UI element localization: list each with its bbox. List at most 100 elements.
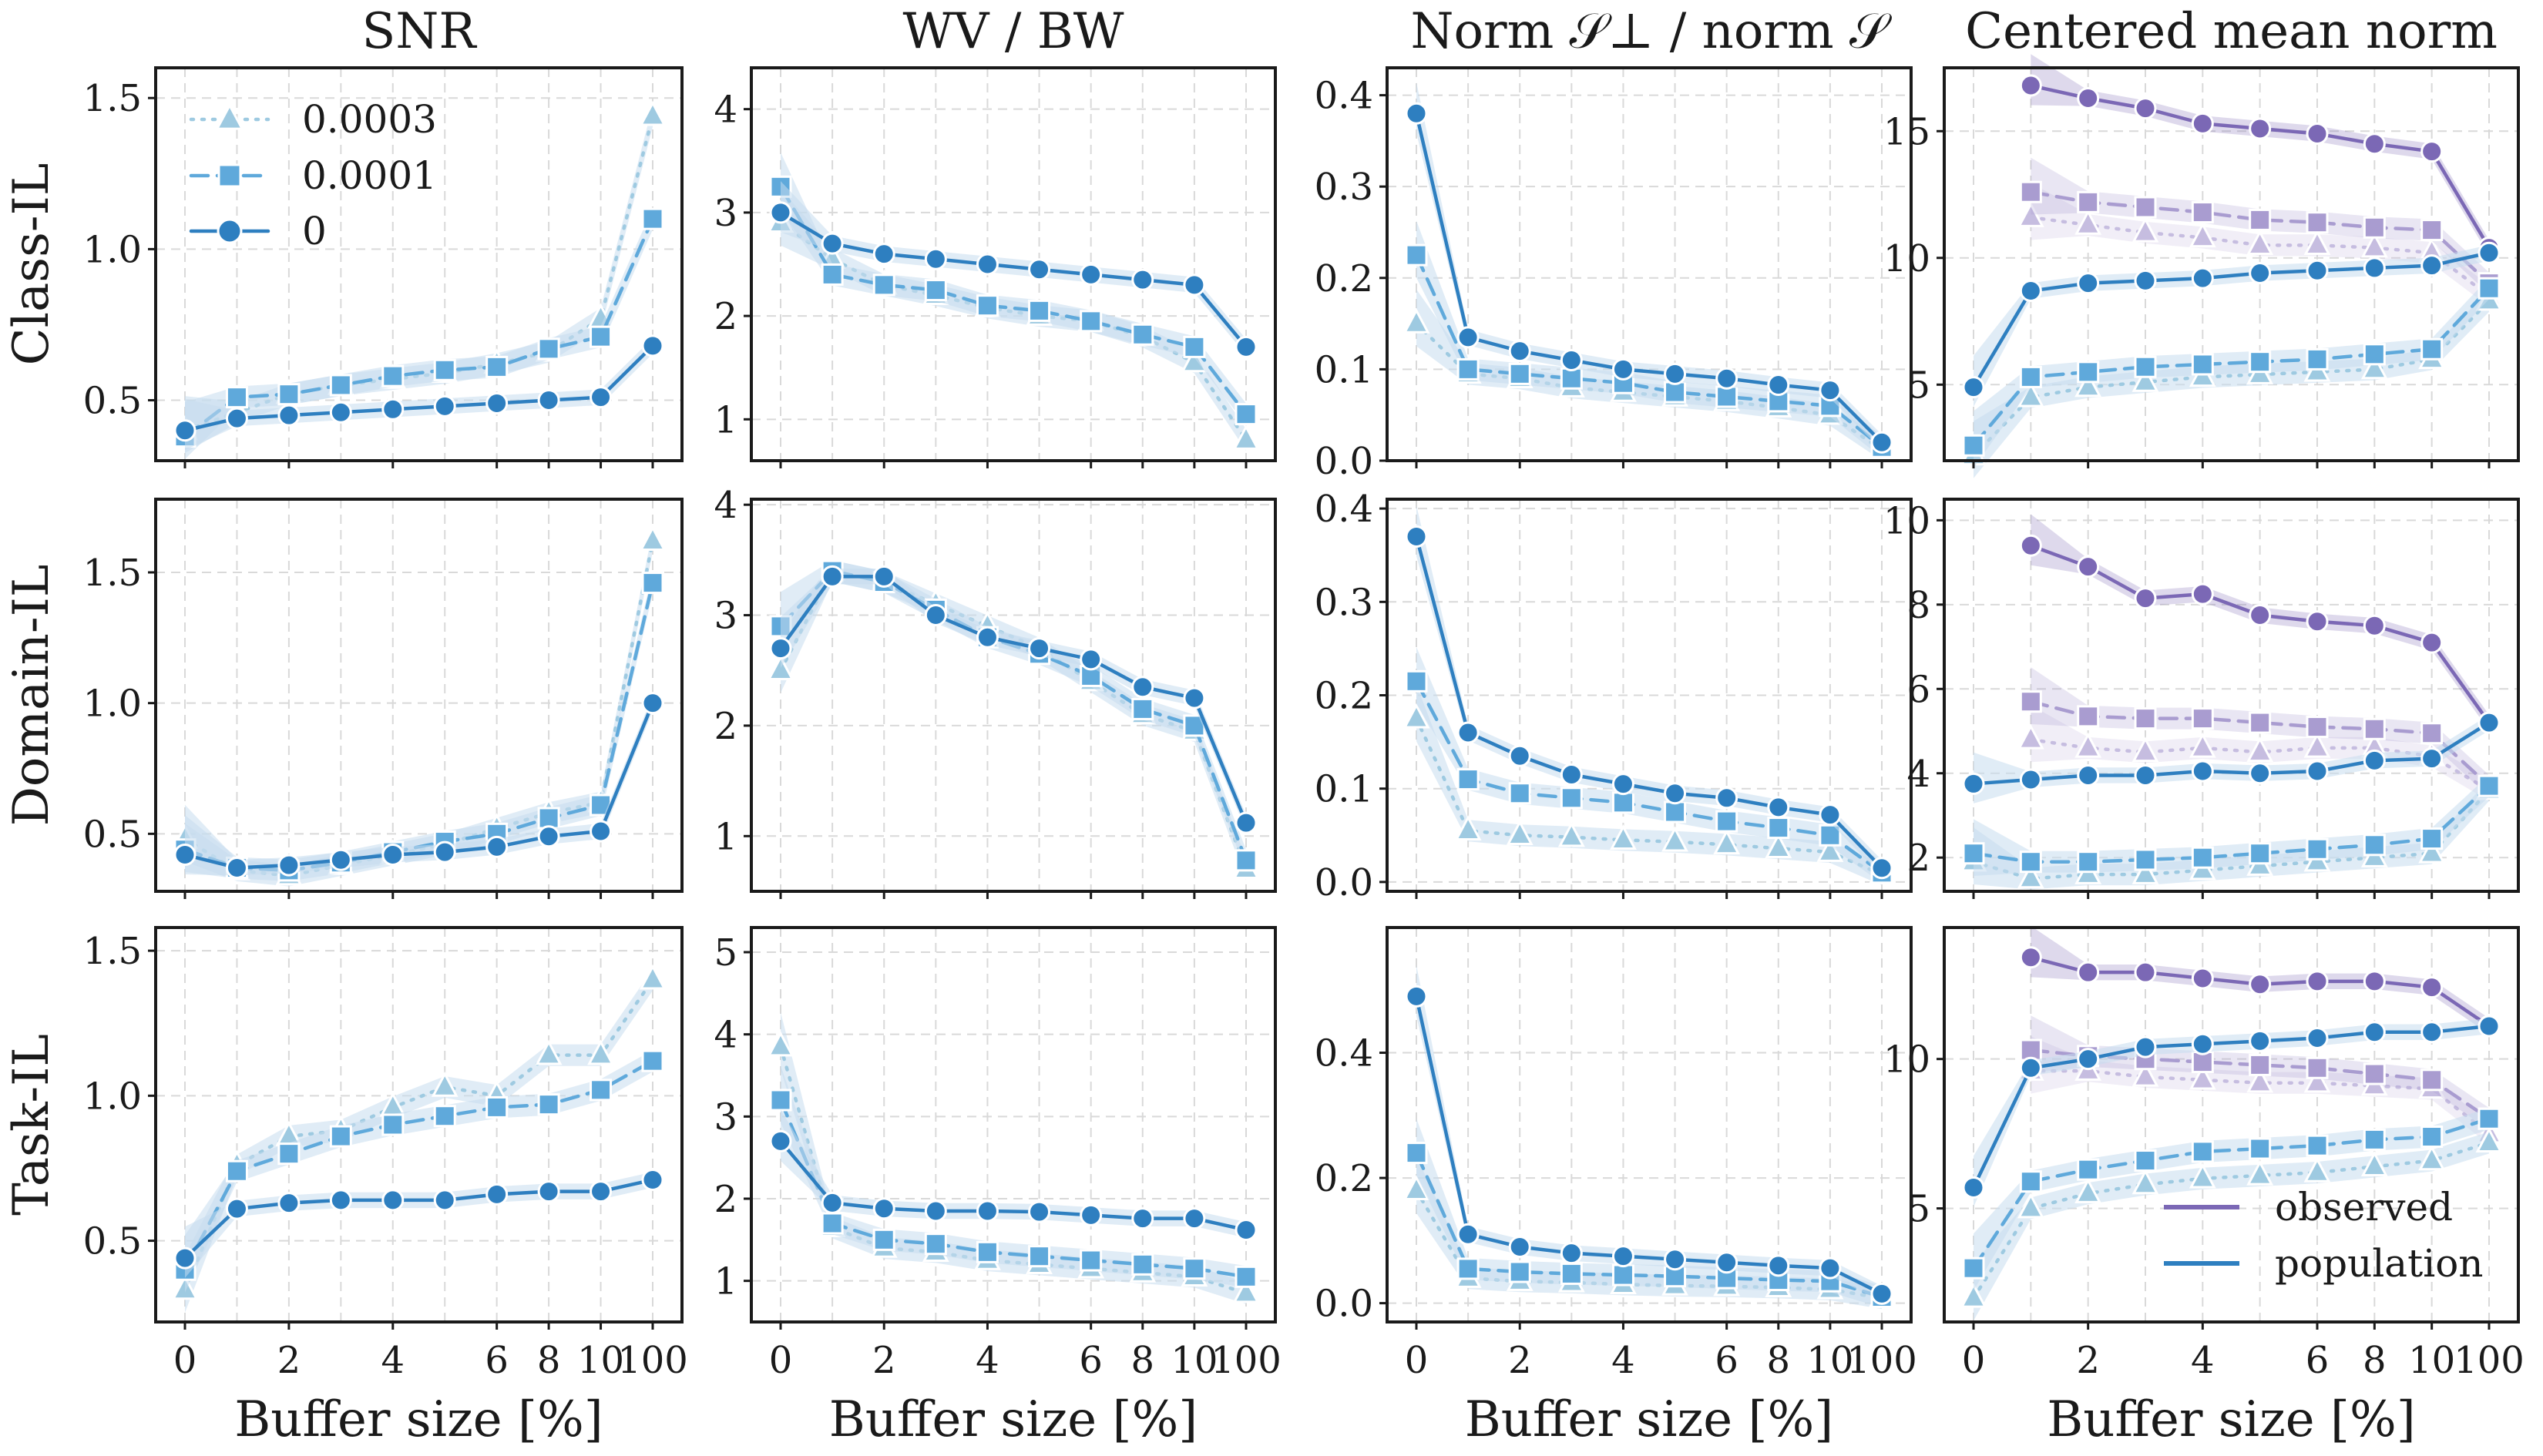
confidence-band [185, 695, 653, 876]
data-point [2077, 850, 2100, 874]
series-line [183, 344, 655, 433]
data-point [1661, 826, 1689, 852]
x-tick-label: 2 [2076, 1339, 2100, 1382]
data-point [587, 1039, 615, 1065]
x-tick-label: 100 [617, 1339, 688, 1382]
series-line [1971, 720, 2491, 786]
data-point [1557, 821, 1585, 847]
data-point [381, 1113, 405, 1136]
x-tick-label: 4 [2191, 1339, 2215, 1382]
confidence-band [185, 337, 653, 451]
data-point [2134, 196, 2157, 219]
data-point [1611, 773, 1634, 796]
data-point [2191, 760, 2214, 783]
confidence-band [1974, 244, 2489, 408]
data-point [2249, 208, 2272, 231]
panel-frame [154, 498, 684, 893]
data-point [2019, 946, 2042, 969]
data-point [2019, 1056, 2042, 1079]
x-tick-label: 100 [1846, 1339, 1917, 1382]
column-title: Norm 𝒮⊥ / norm 𝒮 [1410, 3, 1892, 60]
data-point [2077, 705, 2100, 728]
data-point [1405, 669, 1428, 693]
data-point [1506, 820, 1534, 845]
data-point [821, 1191, 844, 1214]
data-point [2303, 1156, 2331, 1183]
y-tick-label: 3 [714, 1095, 737, 1139]
data-point [2019, 74, 2042, 97]
data-point [2017, 723, 2044, 750]
data-point [2134, 707, 2157, 730]
data-point [381, 364, 405, 387]
data-point [2363, 133, 2386, 156]
data-point [1235, 811, 1258, 834]
data-point [1664, 381, 1687, 404]
y-tick-label: 5 [1906, 364, 1930, 407]
data-point [431, 1071, 459, 1097]
data-point [2303, 732, 2331, 758]
series-line [778, 1139, 1248, 1232]
legend-marker [217, 163, 242, 188]
data-point [1131, 268, 1154, 291]
data-point [2191, 707, 2214, 730]
data-point [2191, 582, 2214, 606]
data-point [2019, 690, 2042, 713]
data-point [2191, 267, 2214, 290]
data-point [2017, 201, 2044, 227]
data-point [277, 404, 301, 427]
y-tick-label: 1.5 [83, 77, 142, 120]
x-tick-label: 8 [2363, 1339, 2387, 1382]
data-point [1870, 1282, 1893, 1305]
data-point [1819, 803, 1842, 827]
data-point [537, 1180, 560, 1203]
x-tick-label: 4 [976, 1339, 999, 1382]
panel-frame [750, 926, 1277, 1323]
data-point [1235, 403, 1258, 426]
data-point [2134, 269, 2157, 292]
data-point [1456, 768, 1480, 791]
y-tick-label: 0.4 [1315, 488, 1373, 531]
x-axis-label: Buffer size [%] [829, 1391, 1198, 1448]
data-point [2306, 760, 2329, 783]
y-tick-label: 8 [1906, 584, 1930, 627]
data-point [2019, 768, 2042, 791]
data-point [433, 358, 456, 381]
data-point [2246, 230, 2274, 256]
y-tick-label: 5 [714, 931, 737, 975]
y-tick-label: 4 [1906, 753, 1930, 796]
data-point [485, 1183, 509, 1206]
x-tick-label: 100 [2454, 1339, 2525, 1382]
data-point [537, 807, 560, 830]
y-tick-label: 0.5 [83, 1220, 142, 1263]
panel: 0.0 0.1 0.2 0.3 0.4 [1315, 66, 1913, 483]
data-point [1405, 243, 1428, 267]
data-point [537, 337, 560, 361]
column-title: SNR [361, 3, 477, 60]
y-tick-label: 10 [1883, 499, 1930, 542]
data-point [2077, 272, 2100, 295]
data-point [1715, 1266, 1738, 1290]
data-point [1131, 1207, 1154, 1230]
data-point [277, 1142, 301, 1166]
data-point [2306, 1027, 2329, 1050]
data-point [1560, 349, 1583, 372]
data-point [2477, 774, 2501, 797]
data-point [1235, 335, 1258, 358]
data-point [590, 386, 613, 409]
data-point [2077, 1158, 2100, 1181]
data-point [2077, 361, 2100, 384]
panel-frame [154, 66, 684, 462]
data-point [1183, 1257, 1206, 1280]
panel: 0.0 0.1 0.2 0.3 0.4 [1315, 488, 1913, 904]
legend-label: 0.0001 [302, 153, 437, 198]
x-tick-label: 6 [2306, 1339, 2330, 1382]
data-point [2420, 1021, 2444, 1044]
data-point [1403, 703, 1430, 729]
data-point [1403, 1175, 1430, 1201]
data-point [2477, 711, 2501, 734]
data-point [485, 391, 509, 414]
x-axis-label: Buffer size [%] [234, 1391, 603, 1448]
data-point [2134, 587, 2157, 610]
data-point [2249, 351, 2272, 374]
